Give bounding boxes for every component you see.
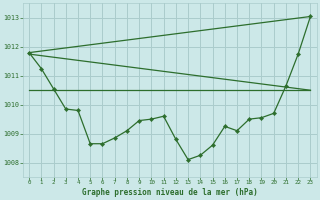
- X-axis label: Graphe pression niveau de la mer (hPa): Graphe pression niveau de la mer (hPa): [82, 188, 258, 197]
